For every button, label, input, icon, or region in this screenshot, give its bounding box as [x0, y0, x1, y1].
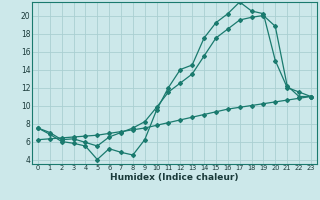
- X-axis label: Humidex (Indice chaleur): Humidex (Indice chaleur): [110, 173, 239, 182]
